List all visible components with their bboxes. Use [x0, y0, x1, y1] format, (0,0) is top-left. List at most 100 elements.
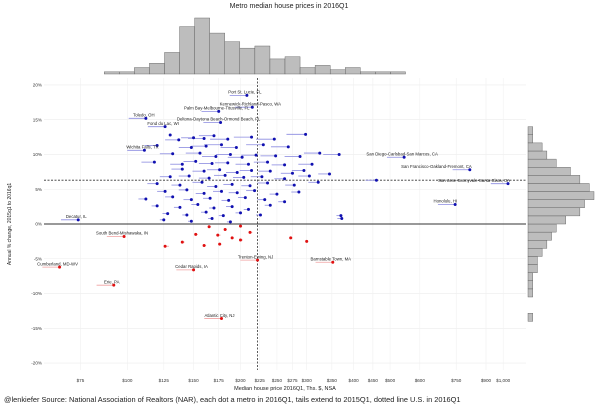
x-tick-label: $175 — [214, 378, 225, 383]
data-point — [144, 116, 148, 120]
metro-label: Deltona-Daytona Beach-Ormond Beach, FL — [177, 117, 261, 122]
x-hist-bar — [269, 58, 286, 75]
data-point — [286, 145, 290, 149]
x-hist-bar — [164, 52, 180, 75]
data-point — [218, 168, 222, 172]
y-hist-bar — [527, 142, 543, 152]
data-point — [292, 183, 296, 187]
reference-lines — [44, 78, 526, 370]
data-point — [468, 168, 472, 172]
data-point — [402, 155, 406, 159]
data-point — [207, 225, 211, 229]
metro-label: Erie, PA — [104, 279, 120, 284]
y-hist-bar — [527, 223, 557, 233]
x-tick-label: $250 — [272, 378, 283, 383]
x-tick-label: $200 — [235, 378, 246, 383]
data-point — [248, 230, 252, 234]
y-axis-label: Annual % change, 2015q1 to 2016q1 — [7, 183, 13, 266]
data-point — [260, 175, 264, 179]
footer-source-note: @lenkiefer Source: National Association … — [4, 395, 461, 404]
data-point — [185, 188, 189, 192]
data-point — [226, 137, 230, 141]
data-point — [268, 169, 272, 173]
data-point — [155, 143, 159, 147]
x-hist-bar — [299, 67, 316, 75]
data-point — [162, 218, 166, 222]
data-point — [202, 169, 206, 173]
x-hist-bar — [119, 71, 135, 75]
data-point — [506, 182, 510, 186]
y-hist-bar — [527, 272, 533, 281]
data-point — [243, 196, 247, 200]
metro-label: Decatur, IL — [66, 214, 87, 219]
x-tick-label: $75 — [77, 378, 85, 383]
data-point — [272, 137, 276, 141]
data-point — [187, 174, 191, 178]
data-point — [76, 218, 80, 222]
metro-label: Honolulu, HI — [433, 199, 457, 204]
data-point — [261, 143, 265, 147]
chart-title: Metro median house prices in 2016Q1 — [230, 3, 349, 10]
data-point — [318, 151, 322, 155]
x-tick-label: $500 — [385, 378, 396, 383]
data-point — [177, 138, 181, 142]
data-point — [239, 224, 243, 228]
data-point — [256, 258, 260, 262]
x-tick-label: $400 — [349, 378, 360, 383]
data-point — [248, 184, 252, 188]
data-point — [180, 162, 184, 166]
metro-label: Palm Bay-Melbourne-Titusville, FL — [184, 106, 250, 111]
x-hist-bar — [194, 17, 210, 75]
data-point — [268, 203, 272, 207]
data-point — [192, 268, 196, 272]
data-point — [207, 176, 211, 180]
x-hist-bar — [149, 63, 165, 75]
y-hist-bar — [527, 207, 581, 217]
metro-label: Kennewick-Richland-Pasco, WA — [220, 101, 282, 106]
y-hist-bar — [527, 215, 566, 225]
data-point — [305, 239, 309, 243]
data-point — [246, 207, 250, 211]
data-point — [453, 203, 457, 207]
x-hist-bar — [345, 67, 361, 75]
x-marginal-histogram — [104, 17, 406, 75]
data-point — [163, 125, 167, 129]
y-tick-label: -15% — [31, 326, 42, 331]
data-point — [198, 151, 202, 155]
data-point — [340, 216, 344, 220]
data-point — [194, 232, 198, 236]
data-point — [112, 283, 116, 287]
x-tick-label: $350 — [327, 378, 338, 383]
metro-label: Cedar Rapids, IA — [175, 264, 208, 269]
data-point — [228, 152, 232, 156]
data-point — [307, 174, 311, 178]
data-point — [302, 168, 306, 172]
data-point — [212, 134, 216, 138]
data-point — [218, 242, 222, 246]
y-tick-label: 15% — [33, 117, 42, 122]
x-axis-label: Median house price 2016Q1, Ths. $, NSA — [234, 386, 336, 392]
y-hist-bar — [527, 240, 548, 249]
x-tick-label: $125 — [159, 378, 170, 383]
data-point — [223, 173, 227, 177]
x-tick-label: $600 — [415, 378, 426, 383]
x-tick-labels: $75 $100 $125 $150 $175 $200 $225 $250 $275 $300 $… — [77, 378, 511, 383]
y-hist-bar — [527, 231, 552, 241]
data-point — [168, 175, 172, 179]
x-hist-bar — [134, 67, 150, 75]
data-points — [58, 93, 510, 321]
data-point — [204, 210, 208, 214]
data-point — [240, 155, 244, 159]
data-point — [221, 214, 225, 218]
data-point — [178, 183, 182, 187]
x-hist-bar — [314, 65, 331, 75]
data-point — [180, 167, 184, 171]
data-point — [228, 220, 232, 224]
data-point — [337, 152, 341, 156]
data-point — [316, 180, 320, 184]
y-tick-label: -10% — [31, 291, 42, 296]
data-point — [166, 212, 170, 216]
y-hist-bar — [527, 199, 585, 208]
data-point — [283, 177, 287, 181]
data-point — [230, 182, 234, 186]
